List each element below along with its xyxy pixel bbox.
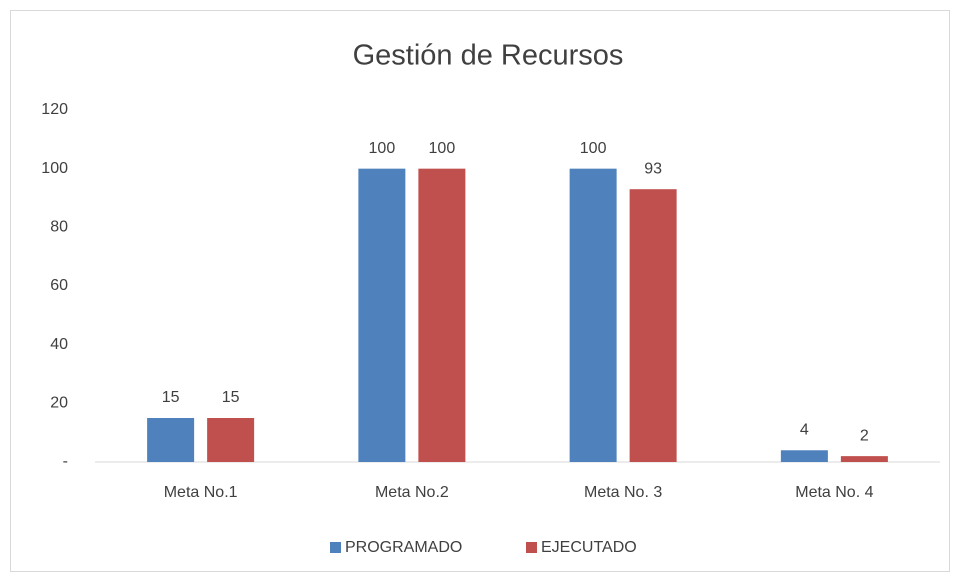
- legend-swatch: [526, 542, 537, 553]
- y-tick-label: 100: [41, 160, 68, 177]
- bar: [207, 418, 255, 462]
- x-tick-label: Meta No.1: [164, 484, 238, 501]
- x-tick-label: Meta No.2: [375, 484, 449, 501]
- data-label: 2: [860, 427, 869, 444]
- bar: [147, 418, 195, 462]
- y-tick-label: 40: [50, 336, 68, 353]
- y-tick-label: 120: [41, 101, 68, 118]
- legend-label: EJECUTADO: [541, 539, 637, 556]
- legend-swatch: [330, 542, 341, 553]
- data-label: 100: [580, 140, 607, 157]
- y-tick-label: 20: [50, 395, 68, 412]
- bar: [569, 168, 617, 462]
- data-label: 93: [644, 160, 662, 177]
- data-label: 100: [429, 140, 456, 157]
- bar: [418, 168, 466, 462]
- x-tick-label: Meta No. 3: [584, 484, 662, 501]
- y-tick-label: 80: [50, 219, 68, 236]
- y-tick-label: -: [63, 453, 68, 470]
- bar: [840, 456, 888, 462]
- x-tick-label: Meta No. 4: [795, 484, 873, 501]
- legend-label: PROGRAMADO: [345, 539, 462, 556]
- chart-title: Gestión de Recursos: [353, 40, 624, 72]
- bar: [629, 189, 677, 462]
- bar: [780, 450, 828, 462]
- y-tick-label: 60: [50, 277, 68, 294]
- data-label: 15: [222, 389, 240, 406]
- chart-border: [10, 10, 950, 572]
- data-label: 4: [800, 421, 809, 438]
- data-label: 15: [162, 389, 180, 406]
- data-label: 100: [369, 140, 396, 157]
- bar: [358, 168, 406, 462]
